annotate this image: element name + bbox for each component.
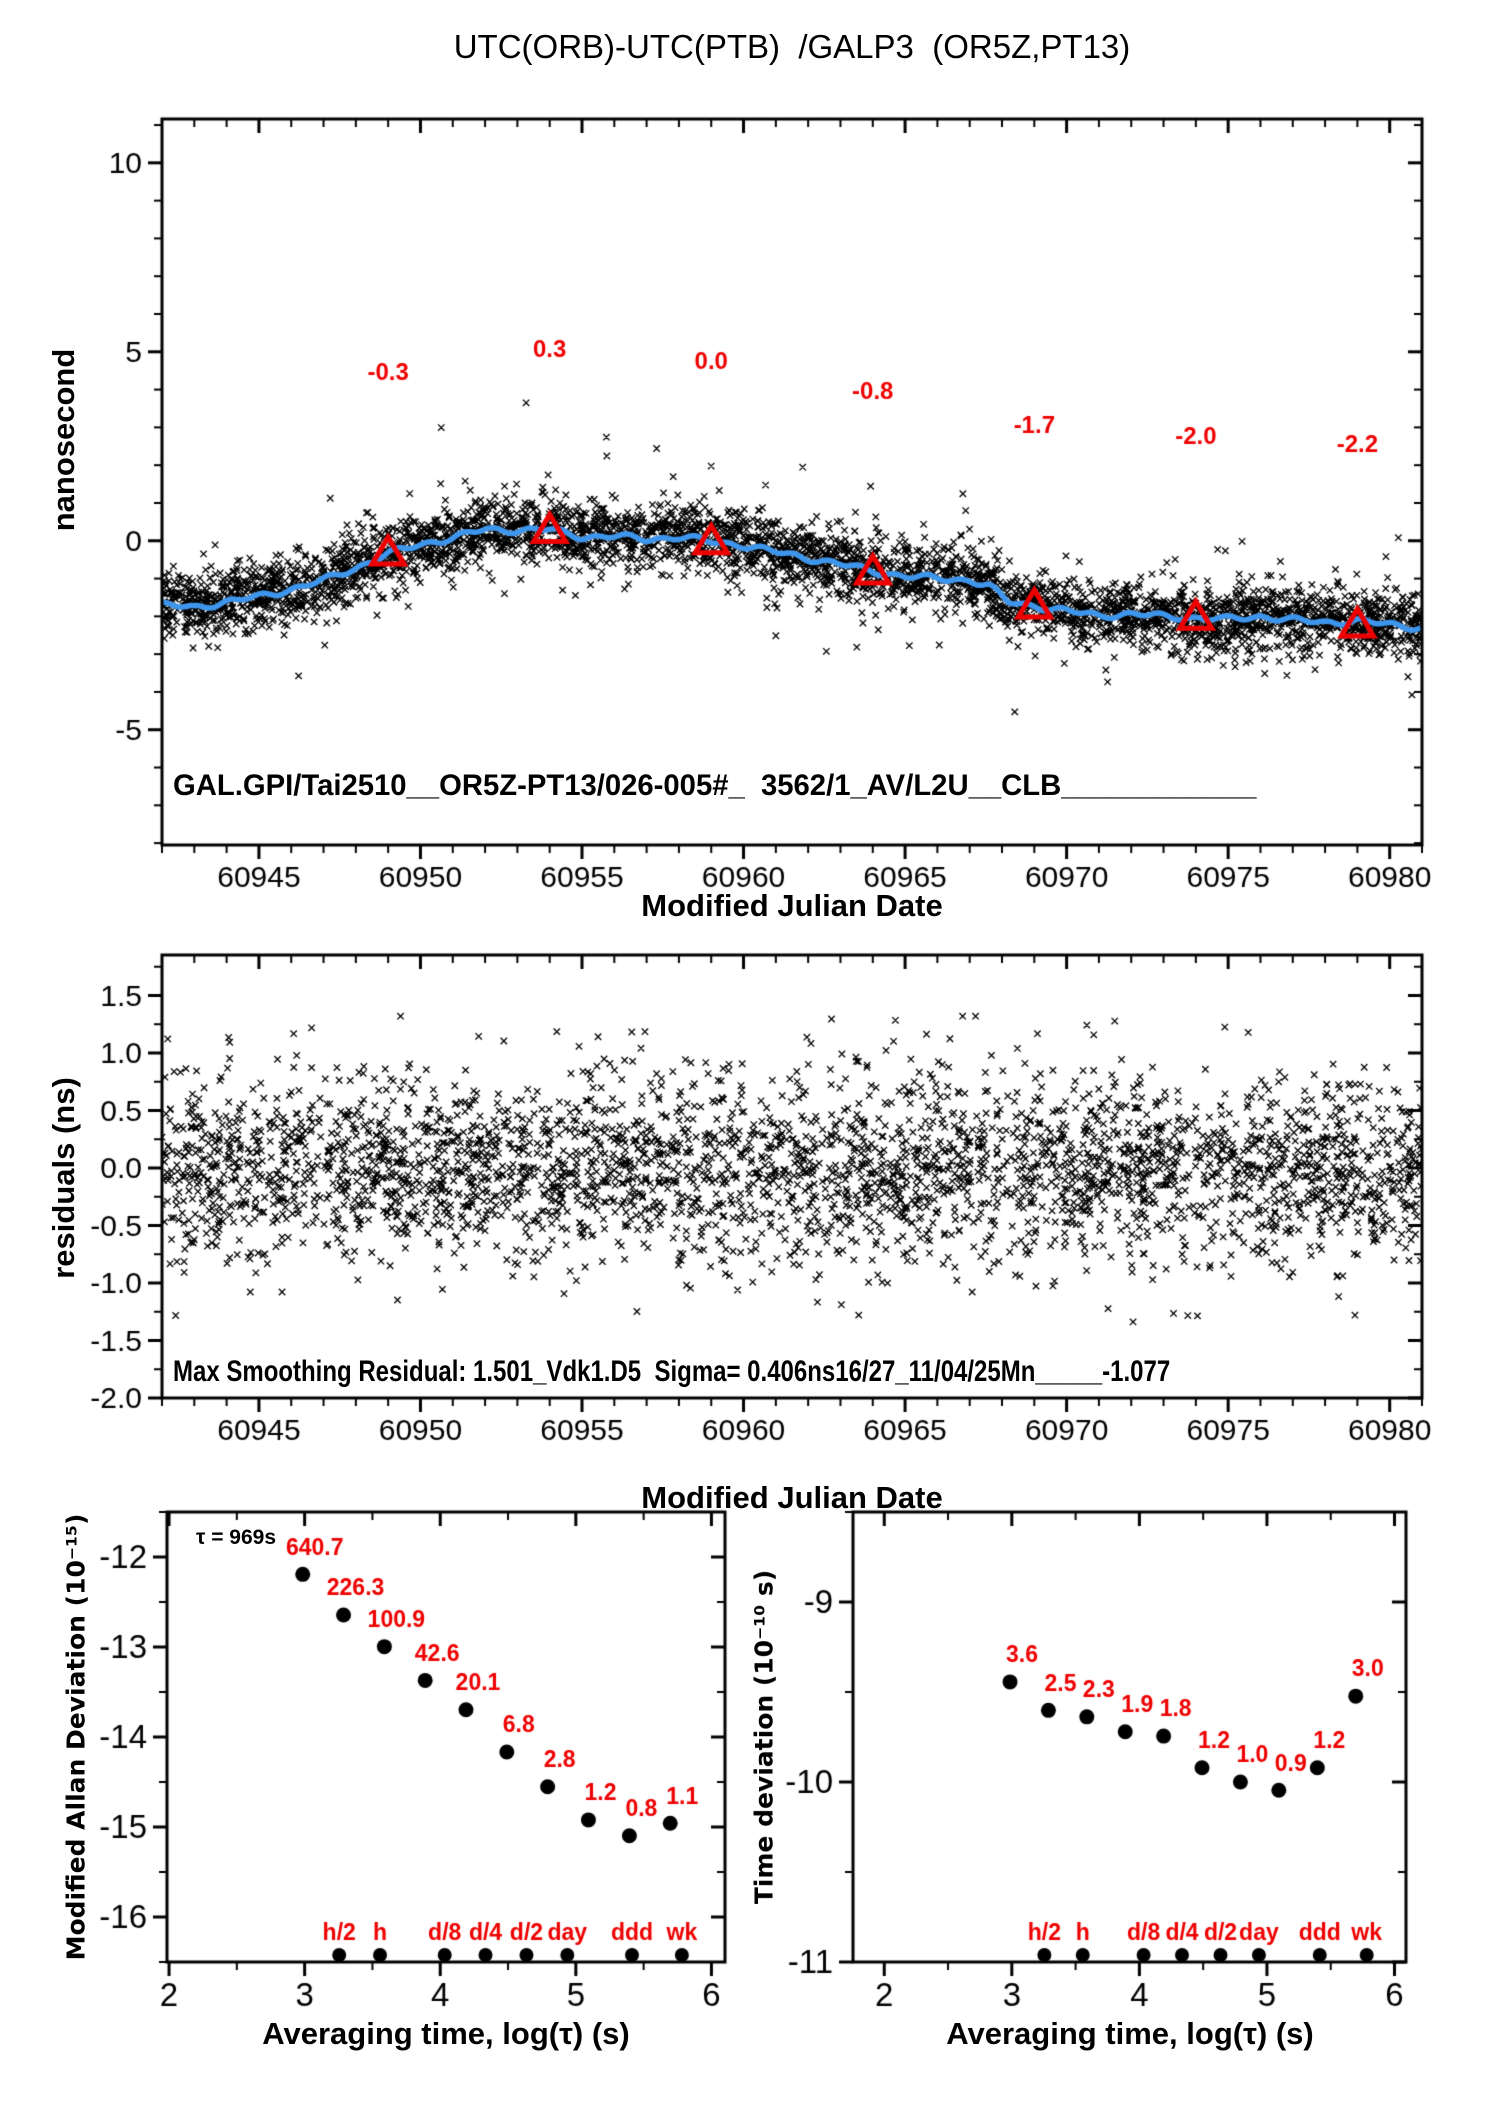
tau-note: τ = 969s [196, 1526, 277, 1549]
tdev-x-axis-title: Averaging time, log(τ) (s) [946, 2016, 1314, 2051]
top-y-axis-title: nanosecond [46, 348, 81, 532]
tdev-y-axis-title: Time deviation (10⁻¹⁰ s) [749, 1569, 779, 1905]
mdev-x-axis-title: Averaging time, log(τ) (s) [262, 2016, 630, 2051]
residuals-y-axis-title: residuals (ns) [46, 1077, 81, 1279]
mdev-y-axis-title: Modified Allan Deviation (10⁻¹⁵) [61, 1513, 91, 1961]
residuals-x-axis-title: Modified Julian Date [641, 1480, 943, 1515]
top-panel-annotation: GAL.GPI/Tai2510__OR5Z-PT13/026-005#_ 356… [173, 769, 1257, 802]
page-title: UTC(ORB)-UTC(PTB) /GALP3 (OR5Z,PT13) [453, 28, 1131, 65]
top-x-axis-title: Modified Julian Date [641, 888, 943, 923]
residuals-annotation: Max Smoothing Residual: 1.501_Vdk1.D5 Si… [173, 1355, 1171, 1388]
